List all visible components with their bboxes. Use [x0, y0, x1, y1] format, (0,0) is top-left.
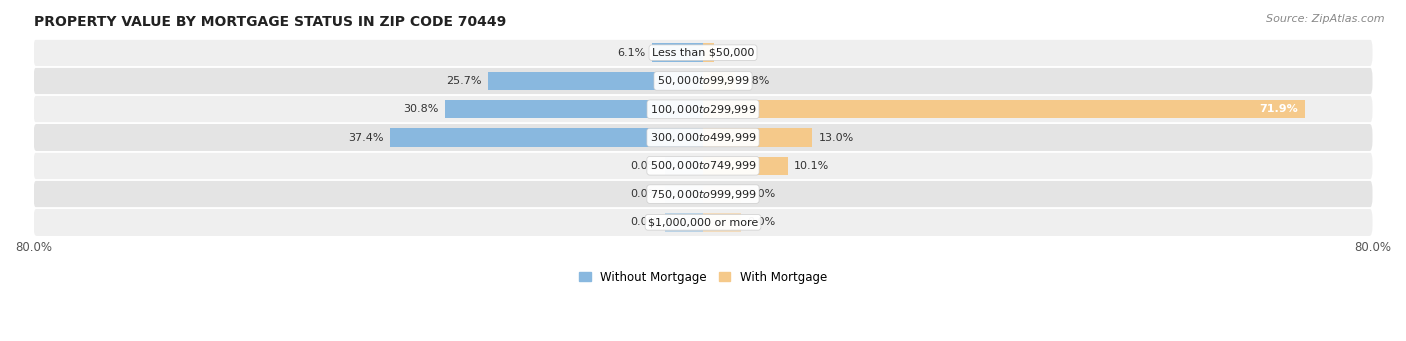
Text: 3.8%: 3.8%	[741, 76, 770, 86]
Bar	[389, 128, 703, 147]
FancyBboxPatch shape	[34, 96, 1372, 123]
Bar	[652, 43, 703, 62]
Text: 6.1%: 6.1%	[617, 48, 645, 58]
Text: $300,000 to $499,999: $300,000 to $499,999	[650, 131, 756, 144]
Text: PROPERTY VALUE BY MORTGAGE STATUS IN ZIP CODE 70449: PROPERTY VALUE BY MORTGAGE STATUS IN ZIP…	[34, 15, 506, 29]
FancyBboxPatch shape	[34, 39, 1372, 66]
Bar	[703, 100, 1305, 118]
Bar	[703, 43, 714, 62]
Bar	[703, 185, 741, 203]
Text: 71.9%: 71.9%	[1260, 104, 1298, 114]
FancyBboxPatch shape	[34, 152, 1372, 179]
Text: 0.0%: 0.0%	[748, 189, 776, 199]
Bar	[703, 213, 741, 232]
FancyBboxPatch shape	[34, 68, 1372, 94]
Bar	[665, 185, 703, 203]
Bar	[665, 157, 703, 175]
Text: $1,000,000 or more: $1,000,000 or more	[648, 217, 758, 227]
Text: $100,000 to $299,999: $100,000 to $299,999	[650, 103, 756, 116]
Text: $500,000 to $749,999: $500,000 to $749,999	[650, 159, 756, 172]
Bar	[488, 72, 703, 90]
Text: 1.3%: 1.3%	[720, 48, 749, 58]
Text: 0.0%: 0.0%	[748, 217, 776, 227]
Text: $750,000 to $999,999: $750,000 to $999,999	[650, 188, 756, 201]
Text: 0.0%: 0.0%	[630, 217, 658, 227]
Bar	[703, 72, 735, 90]
Text: 10.1%: 10.1%	[794, 161, 830, 171]
Bar	[665, 213, 703, 232]
Text: $50,000 to $99,999: $50,000 to $99,999	[657, 74, 749, 87]
Text: 37.4%: 37.4%	[347, 133, 384, 143]
Legend: Without Mortgage, With Mortgage: Without Mortgage, With Mortgage	[574, 266, 832, 288]
Text: 30.8%: 30.8%	[404, 104, 439, 114]
FancyBboxPatch shape	[34, 180, 1372, 208]
Bar	[703, 157, 787, 175]
Text: Source: ZipAtlas.com: Source: ZipAtlas.com	[1267, 14, 1385, 24]
Text: 0.0%: 0.0%	[630, 161, 658, 171]
FancyBboxPatch shape	[34, 209, 1372, 236]
Text: Less than $50,000: Less than $50,000	[652, 48, 754, 58]
Bar	[703, 128, 811, 147]
Text: 13.0%: 13.0%	[818, 133, 853, 143]
Bar	[446, 100, 703, 118]
Text: 0.0%: 0.0%	[630, 189, 658, 199]
Text: 25.7%: 25.7%	[446, 76, 481, 86]
FancyBboxPatch shape	[34, 124, 1372, 151]
